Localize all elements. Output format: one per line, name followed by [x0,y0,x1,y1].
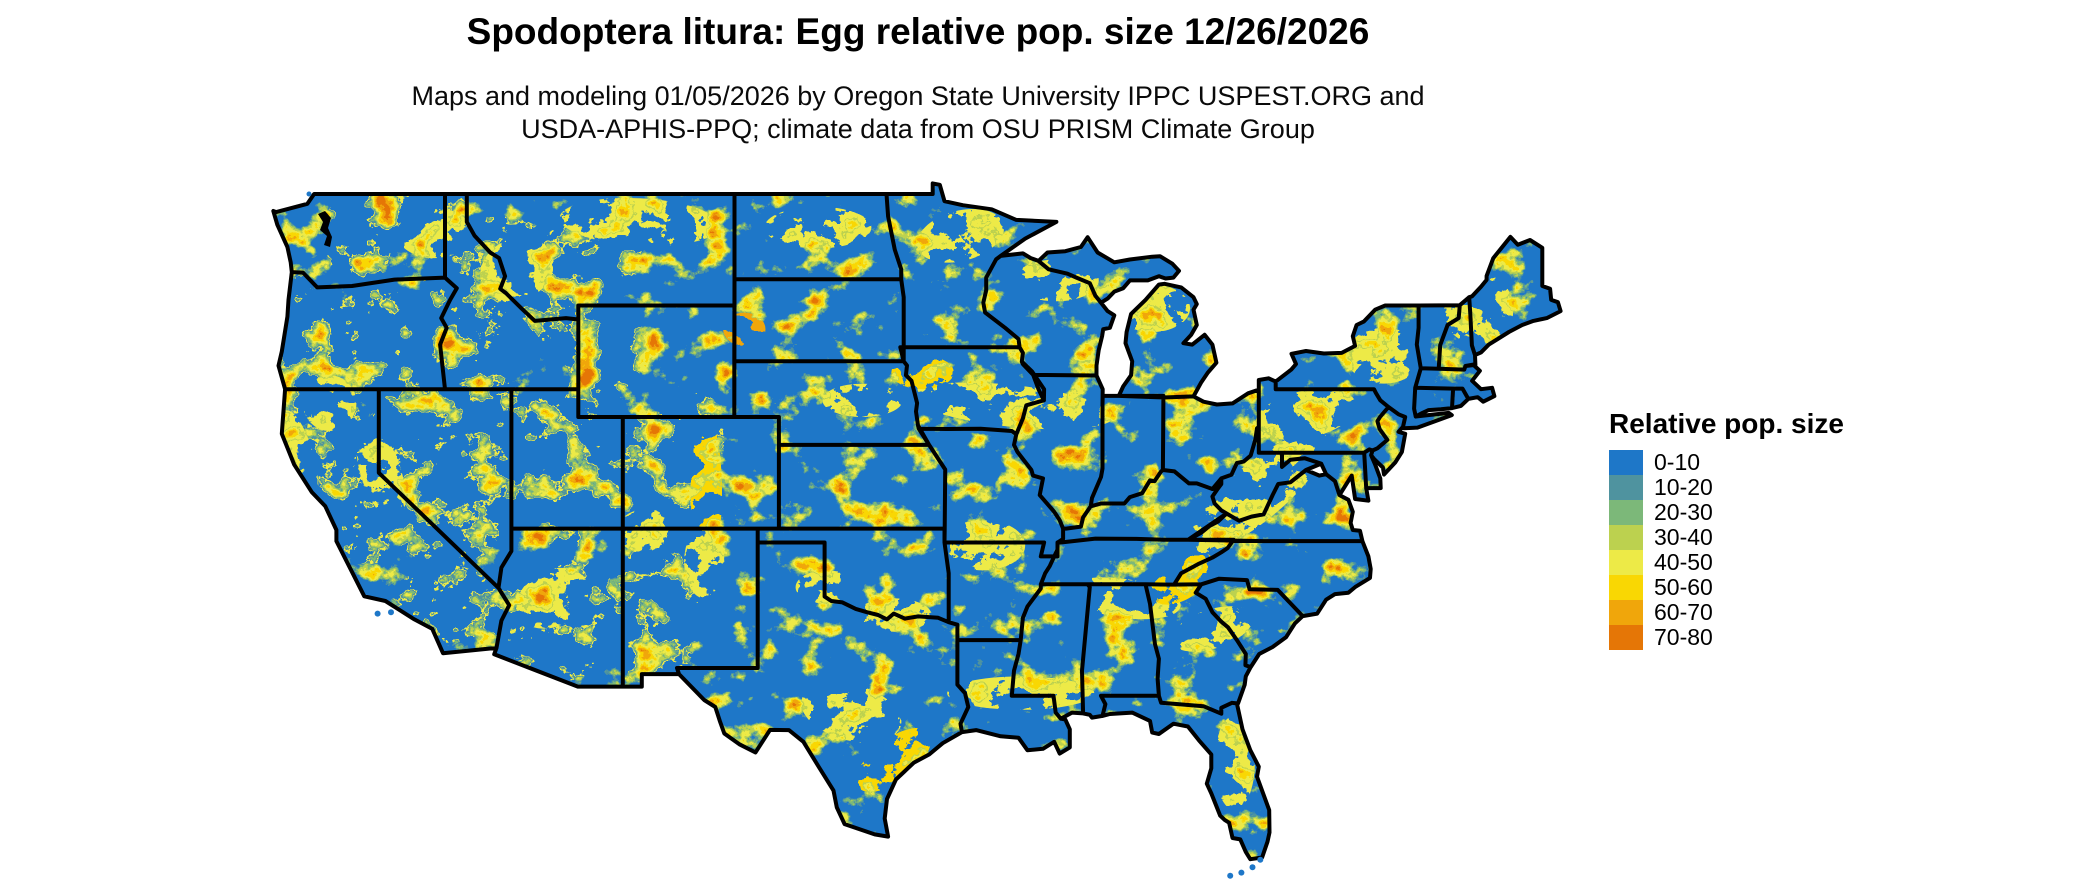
map-legend: Relative pop. size 0-10 10-20 20-30 30-40 40… [1609,409,1844,650]
legend-label: 30-40 [1654,524,1713,550]
puget-sound [318,211,332,247]
legend-label: 50-60 [1654,574,1713,600]
figure-title: Spodoptera litura: Egg relative pop. siz… [466,11,1370,52]
legend-row: 40-50 [1609,550,1844,575]
island-dot [1257,856,1264,863]
legend-swatch [1609,475,1643,500]
legend-row: 10-20 [1609,475,1844,500]
legend-row: 30-40 [1609,525,1844,550]
legend-swatch [1609,625,1643,650]
figure-subtitle: Maps and modeling 01/05/2026 by Oregon S… [0,80,1836,146]
legend-swatch [1609,600,1643,625]
legend-label: 20-30 [1654,499,1713,525]
island-dot [1249,864,1256,871]
island-dot [1227,872,1234,879]
legend-label: 10-20 [1654,474,1713,500]
legend-label: 0-10 [1654,449,1701,475]
legend-swatch [1609,550,1643,575]
legend-label: 60-70 [1654,599,1713,625]
legend-row: 70-80 [1609,625,1844,650]
legend-entries: 0-10 10-20 20-30 30-40 40-50 50-60 60-70 70-80 [1609,450,1844,650]
legend-label: 40-50 [1654,549,1713,575]
figure-subtitle-line1: Maps and modeling 01/05/2026 by Oregon S… [411,81,1425,111]
legend-label: 70-80 [1654,624,1713,650]
legend-row: 50-60 [1609,575,1844,600]
island-dot [374,610,381,617]
legend-swatch [1609,450,1643,475]
legend-swatch [1609,525,1643,550]
legend-swatch [1609,575,1643,600]
legend-title: Relative pop. size [1609,408,1844,439]
legend-swatch [1609,500,1643,525]
state-borders [271,181,1563,862]
island-dot [306,191,312,197]
legend-row: 20-30 [1609,500,1844,525]
island-dot [1238,869,1245,876]
legend-row: 0-10 [1609,450,1844,475]
island-dot [388,609,394,616]
figure-header: Spodoptera litura: Egg relative pop. siz… [0,0,1836,146]
figure-subtitle-line2: USDA-APHIS-PPQ; climate data from OSU PR… [521,114,1315,144]
legend-row: 60-70 [1609,600,1844,625]
